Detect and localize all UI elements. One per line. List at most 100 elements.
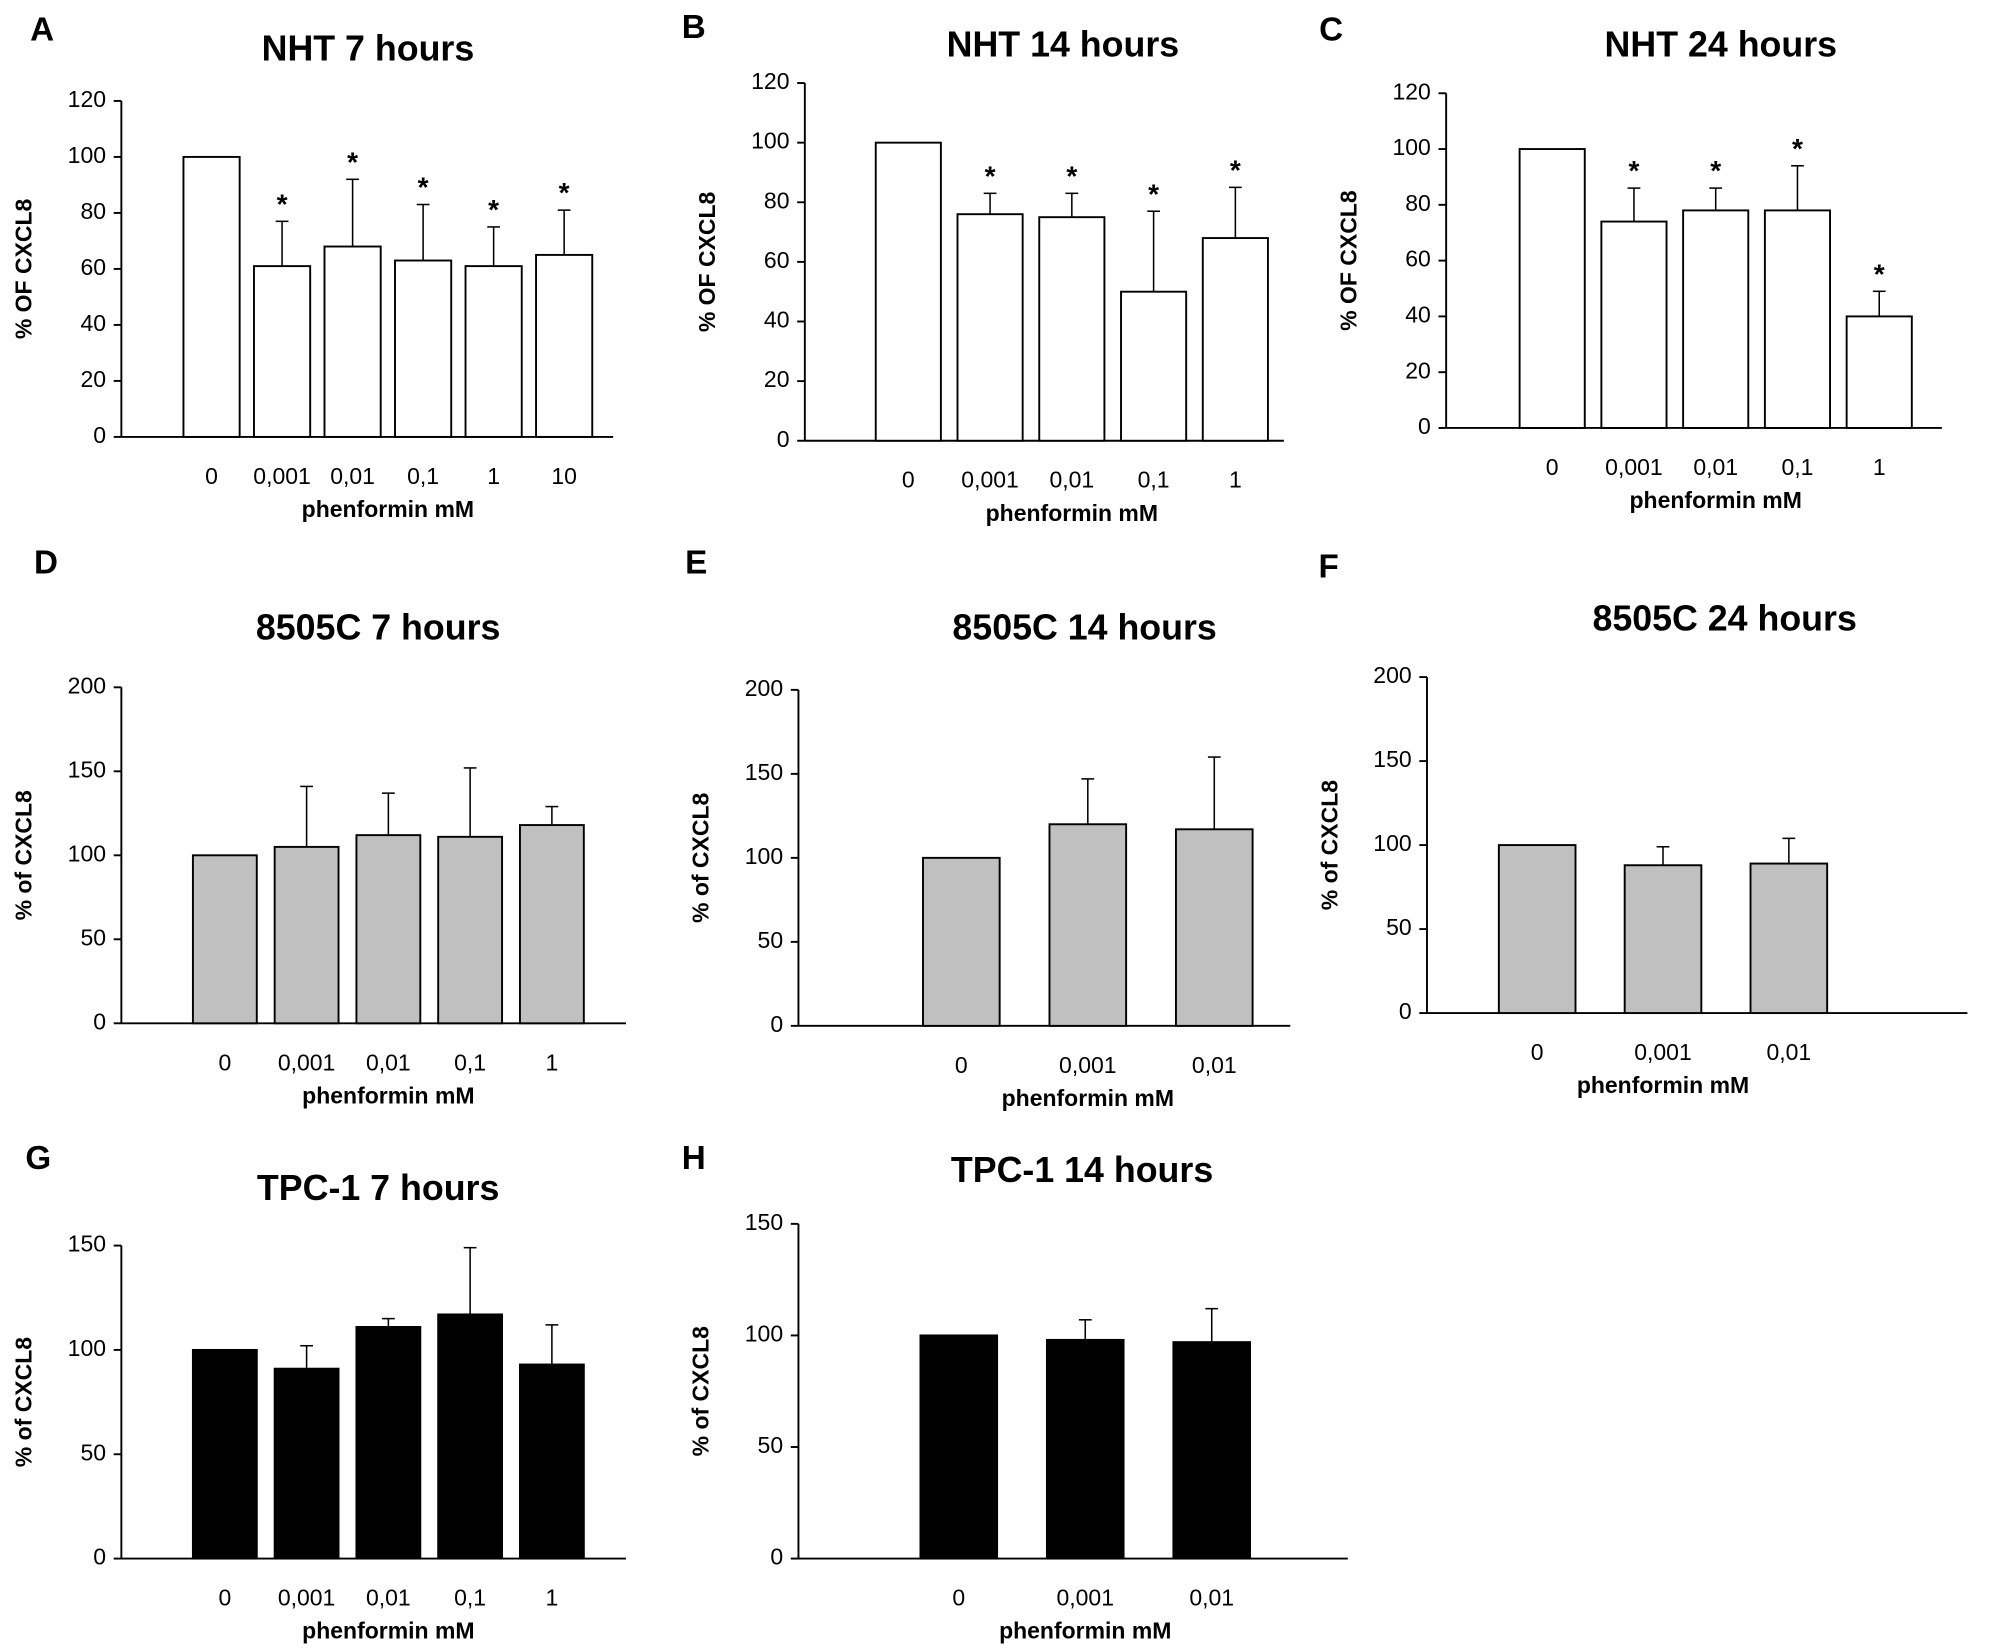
bar [1038,216,1106,442]
bar [535,253,594,438]
x-tick-label: 0,001 [278,1585,336,1611]
bar [1120,290,1188,442]
bar [1682,209,1750,429]
x-tick-label: 0,1 [454,1049,486,1075]
y-tick-label: 150 [1373,746,1411,772]
bar [394,259,453,438]
bar [355,1326,422,1560]
x-tick-label: 0 [955,1052,968,1078]
bar [273,1367,340,1560]
y-tick-label: 120 [751,68,789,94]
y-tick-label: 200 [68,672,106,698]
y-axis-label: % of CXCL8 [11,790,37,920]
significance-mark: * [1710,155,1721,186]
y-tick-label: 100 [751,128,789,154]
y-tick-label: 150 [68,1231,106,1257]
x-tick-label: 0 [1531,1039,1544,1065]
y-tick-label: 60 [1405,246,1431,272]
y-tick-label: 80 [80,198,106,224]
x-tick-label: 0,001 [278,1049,336,1075]
panel-label: C [1319,12,1343,49]
bar [1763,209,1832,429]
x-tick-label: 0,1 [1138,467,1170,493]
chart-title: NHT 14 hours [947,25,1180,65]
panel-label: G [25,1140,51,1177]
y-tick-label: 50 [758,927,784,953]
x-tick-label: 0,01 [330,463,375,489]
chart-title: 8505C 24 hours [1592,598,1856,638]
y-tick-label: 0 [93,1544,106,1570]
chart-title: TPC-1 7 hours [257,1168,499,1208]
x-tick-label: 1 [1229,467,1242,493]
bar [437,835,504,1025]
y-tick-label: 100 [1373,830,1411,856]
y-tick-label: 20 [1405,357,1431,383]
chart-title: 8505C 7 hours [256,607,501,647]
significance-mark: * [488,194,499,225]
chart-title: TPC-1 14 hours [951,1150,1213,1190]
x-tick-label: 0,001 [1056,1585,1114,1611]
y-tick-label: 0 [93,422,106,448]
x-axis-label: phenformin mM [1630,487,1802,513]
y-tick-label: 150 [68,756,106,782]
x-tick-label: 1 [545,1585,558,1611]
y-tick-label: 0 [777,426,790,452]
significance-mark: * [347,146,358,177]
panel-label: D [34,544,58,581]
bar [956,213,1024,442]
chart-title: NHT 7 hours [262,29,475,69]
panel-label: B [682,9,706,46]
significance-mark: * [1628,155,1639,186]
y-axis-label: % of CXCL8 [11,1337,37,1467]
x-tick-label: 0,01 [1693,454,1738,480]
x-axis-label: phenformin mM [999,1618,1171,1644]
x-axis-label: phenformin mM [986,500,1158,526]
bar [922,856,1001,1027]
bar [1174,828,1254,1027]
bar [1623,864,1703,1015]
significance-mark: * [418,172,429,203]
x-tick-label: 1 [1873,454,1886,480]
bar [1497,844,1577,1015]
y-tick-label: 40 [1405,301,1431,327]
y-tick-label: 80 [764,187,790,213]
x-tick-label: 0,01 [1766,1039,1811,1065]
x-tick-label: 0 [1546,454,1559,480]
y-tick-label: 100 [1392,134,1430,160]
x-axis-label: phenformin mM [302,1082,474,1108]
y-tick-label: 20 [80,366,106,392]
x-tick-label: 0 [902,467,915,493]
bar [355,834,422,1025]
y-tick-label: 40 [80,310,106,336]
x-tick-label: 0 [218,1049,231,1075]
y-tick-label: 0 [1418,413,1431,439]
y-axis-label: % of CXCL8 [1316,780,1342,910]
y-tick-label: 80 [1405,190,1431,216]
y-tick-label: 60 [80,254,106,280]
y-tick-label: 200 [1373,662,1411,688]
y-tick-label: 50 [80,1439,106,1465]
bar [518,824,585,1025]
bar [518,1363,585,1560]
bar [273,845,340,1025]
x-tick-label: 0,1 [1781,454,1813,480]
y-tick-label: 50 [758,1432,784,1458]
y-tick-label: 100 [745,843,783,869]
y-tick-label: 0 [770,1011,783,1037]
y-tick-label: 150 [745,759,783,785]
x-tick-label: 10 [551,463,577,489]
x-tick-label: 0,01 [1189,1585,1234,1611]
chart-title: NHT 24 hours [1605,25,1838,65]
y-tick-label: 120 [1392,78,1430,104]
panel-label: H [682,1140,706,1177]
bar [253,265,312,438]
x-tick-label: 0,01 [1049,467,1094,493]
bar [1201,237,1269,442]
panel-label: A [30,12,54,49]
bar [1518,148,1586,429]
x-tick-label: 0 [952,1585,965,1611]
x-tick-label: 0,01 [366,1585,411,1611]
y-axis-label: % OF CXCL8 [1335,190,1361,331]
significance-mark: * [1792,133,1803,164]
